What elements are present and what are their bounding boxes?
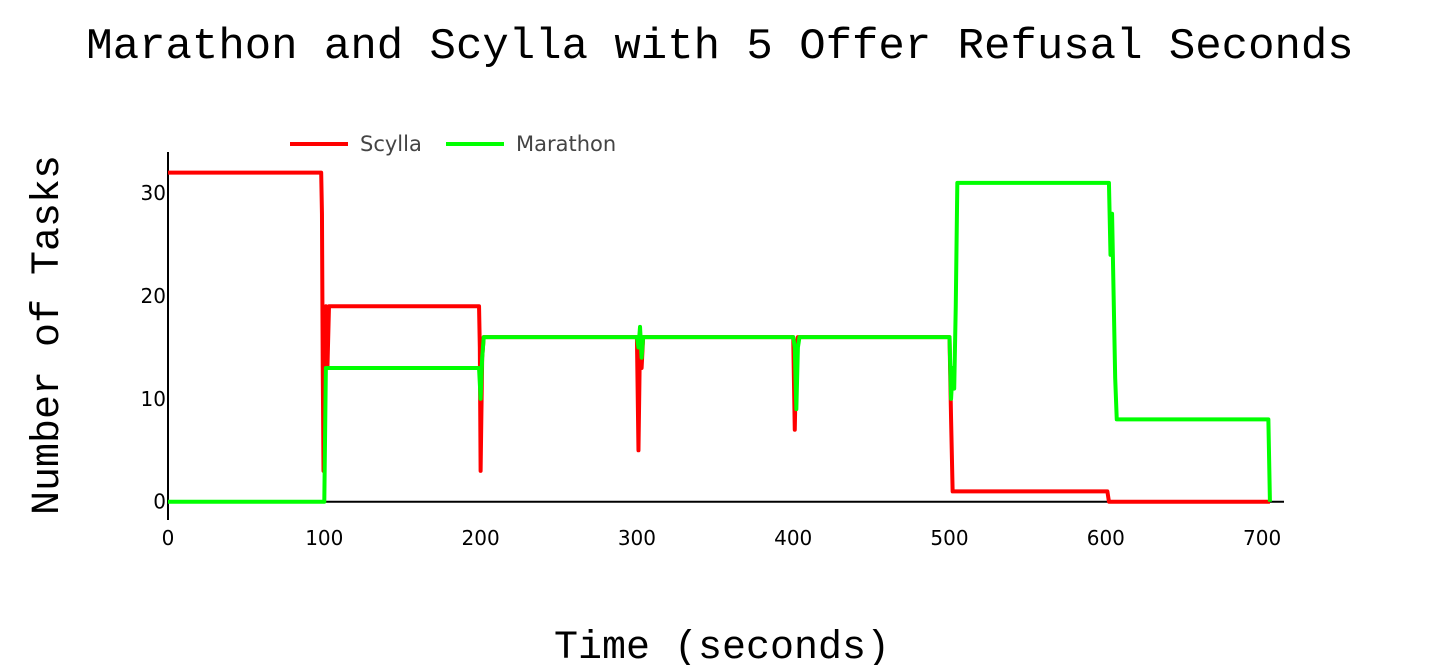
legend-label: Scylla — [360, 132, 422, 156]
series-lines — [168, 170, 1272, 504]
legend-item-scylla[interactable]: Scylla — [290, 132, 422, 156]
y-tick-label: 10 — [141, 387, 166, 411]
y-axis-ticks: 0 10 20 30 — [141, 181, 166, 514]
y-tick-label: 0 — [153, 490, 166, 514]
y-tick-label: 30 — [141, 181, 166, 205]
chart-title: Marathon and Scylla with 5 Offer Refusal… — [86, 22, 1353, 72]
x-axis-ticks: 0 100 200 300 400 500 600 700 — [162, 526, 1282, 550]
series-line-marathon — [168, 180, 1272, 504]
x-tick-label: 700 — [1243, 526, 1281, 550]
x-tick-label: 400 — [774, 526, 812, 550]
x-axis-title: Time (seconds) — [554, 626, 890, 665]
x-tick-label: 0 — [162, 526, 175, 550]
x-tick-label: 200 — [462, 526, 500, 550]
legend-item-marathon[interactable]: Marathon — [446, 132, 616, 156]
y-axis-title: Number of Tasks — [26, 155, 71, 515]
x-tick-label: 300 — [618, 526, 656, 550]
legend: Scylla Marathon — [290, 132, 616, 156]
y-tick-label: 20 — [141, 284, 166, 308]
x-tick-label: 100 — [305, 526, 343, 550]
x-tick-label: 500 — [930, 526, 968, 550]
x-tick-label: 600 — [1087, 526, 1125, 550]
legend-label: Marathon — [516, 132, 616, 156]
axes — [167, 152, 1284, 520]
